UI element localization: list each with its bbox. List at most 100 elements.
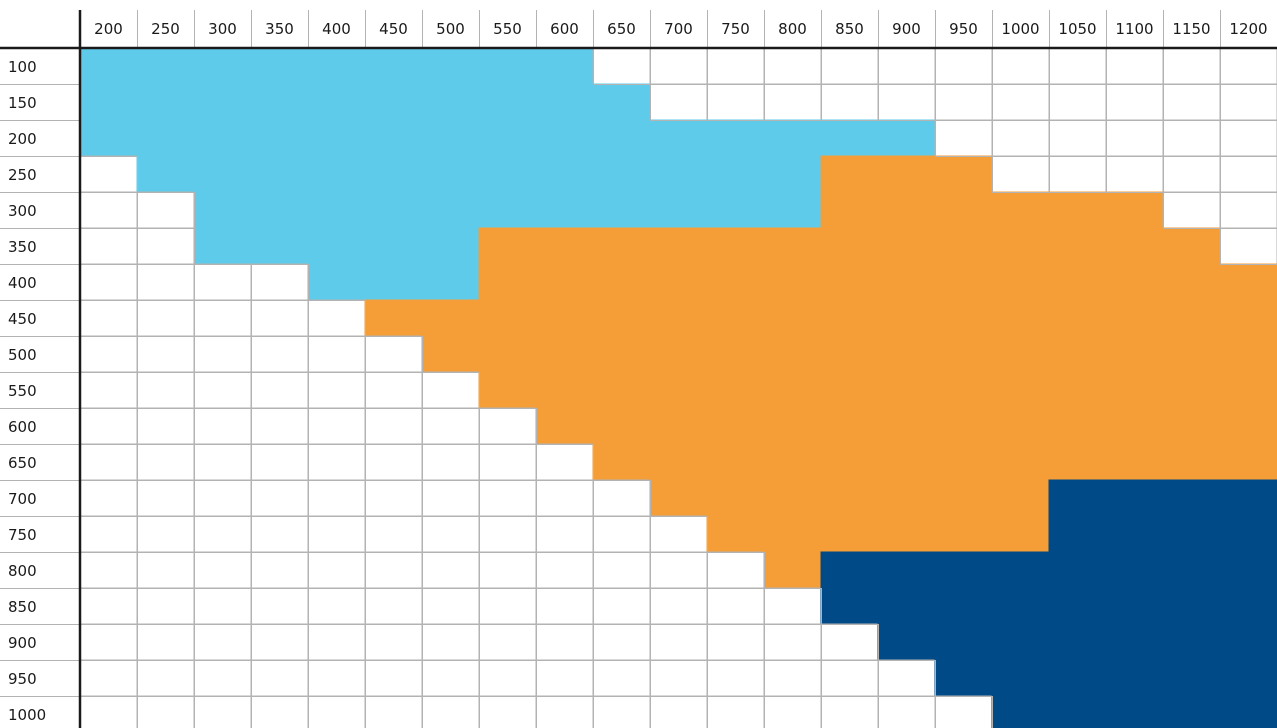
cell-500-1000 — [991, 335, 1050, 373]
cell-350-900 — [877, 227, 936, 265]
x-tick-label: 1050 — [1058, 20, 1096, 38]
cell-200-950 — [934, 119, 993, 157]
cell-200-250 — [136, 119, 195, 157]
cell-900-1200 — [1219, 623, 1277, 661]
cell-650-800 — [763, 443, 822, 481]
cell-850-900 — [877, 587, 936, 625]
cell-900-400 — [307, 623, 366, 661]
cell-950-950 — [934, 659, 993, 697]
cell-350-500 — [421, 227, 480, 265]
cell-250-850 — [820, 155, 879, 193]
cell-250-1100 — [1105, 155, 1164, 193]
cell-650-1100 — [1105, 443, 1164, 481]
cell-400-1100 — [1105, 263, 1164, 301]
cell-650-450 — [364, 443, 423, 481]
cell-550-700 — [649, 371, 708, 409]
cell-600-500 — [421, 407, 480, 445]
cell-950-400 — [307, 659, 366, 697]
cell-100-1200 — [1219, 47, 1277, 85]
cell-1000-200 — [79, 695, 138, 728]
cell-900-1100 — [1105, 623, 1164, 661]
cell-750-800 — [763, 515, 822, 553]
cell-500-850 — [820, 335, 879, 373]
cell-800-1050 — [1048, 551, 1107, 589]
cell-100-700 — [649, 47, 708, 85]
cell-650-1150 — [1162, 443, 1221, 481]
cell-700-1150 — [1162, 479, 1221, 517]
cell-750-950 — [934, 515, 993, 553]
cell-800-400 — [307, 551, 366, 589]
cell-200-750 — [706, 119, 765, 157]
cell-150-200 — [79, 83, 138, 121]
cell-900-550 — [478, 623, 537, 661]
cell-400-1050 — [1048, 263, 1107, 301]
x-tick-label: 1100 — [1115, 20, 1153, 38]
cell-150-1050 — [1048, 83, 1107, 121]
cell-100-300 — [193, 47, 252, 85]
cell-850-550 — [478, 587, 537, 625]
y-tick-label: 650 — [8, 454, 37, 472]
x-tick-label: 400 — [322, 20, 351, 38]
y-tick-label: 300 — [8, 202, 37, 220]
cell-450-400 — [307, 299, 366, 337]
cell-850-700 — [649, 587, 708, 625]
cell-750-750 — [706, 515, 765, 553]
cell-700-1200 — [1219, 479, 1277, 517]
cell-150-550 — [478, 83, 537, 121]
cell-1000-300 — [193, 695, 252, 728]
y-tick-labels: 100 150 200 250 300 350 400 450 500 550 600 650 700 7… — [0, 58, 80, 724]
cell-750-300 — [193, 515, 252, 553]
cell-800-700 — [649, 551, 708, 589]
cell-800-450 — [364, 551, 423, 589]
cell-400-800 — [763, 263, 822, 301]
y-tick-label: 400 — [8, 274, 37, 292]
cell-350-800 — [763, 227, 822, 265]
cell-200-900 — [877, 119, 936, 157]
cell-400-250 — [136, 263, 195, 301]
cell-700-250 — [136, 479, 195, 517]
cell-100-1150 — [1162, 47, 1221, 85]
cell-800-1200 — [1219, 551, 1277, 589]
cell-450-650 — [592, 299, 651, 337]
cell-200-500 — [421, 119, 480, 157]
cell-250-450 — [364, 155, 423, 193]
cell-250-1200 — [1219, 155, 1277, 193]
cell-900-450 — [364, 623, 423, 661]
y-tick-label: 1000 — [8, 706, 46, 724]
cell-700-300 — [193, 479, 252, 517]
cell-250-400 — [307, 155, 366, 193]
cell-400-450 — [364, 263, 423, 301]
cell-800-800 — [763, 551, 822, 589]
cell-250-950 — [934, 155, 993, 193]
x-tick-label: 1200 — [1229, 20, 1267, 38]
cell-750-700 — [649, 515, 708, 553]
cell-600-450 — [364, 407, 423, 445]
cell-150-1200 — [1219, 83, 1277, 121]
cell-650-950 — [934, 443, 993, 481]
cell-600-800 — [763, 407, 822, 445]
cell-700-500 — [421, 479, 480, 517]
cell-700-950 — [934, 479, 993, 517]
cell-200-550 — [478, 119, 537, 157]
cell-500-750 — [706, 335, 765, 373]
cell-1000-850 — [820, 695, 879, 728]
cell-850-350 — [250, 587, 309, 625]
cell-650-500 — [421, 443, 480, 481]
cell-350-450 — [364, 227, 423, 265]
cell-400-900 — [877, 263, 936, 301]
cell-750-400 — [307, 515, 366, 553]
cell-400-550 — [478, 263, 537, 301]
cell-850-250 — [136, 587, 195, 625]
cell-850-1050 — [1048, 587, 1107, 625]
cell-450-550 — [478, 299, 537, 337]
cell-1000-450 — [364, 695, 423, 728]
cell-850-200 — [79, 587, 138, 625]
cell-450-600 — [535, 299, 594, 337]
cell-700-450 — [364, 479, 423, 517]
cell-950-1050 — [1048, 659, 1107, 697]
cell-900-500 — [421, 623, 480, 661]
cell-800-850 — [820, 551, 879, 589]
cell-450-1200 — [1219, 299, 1277, 337]
cell-450-850 — [820, 299, 879, 337]
cell-750-1150 — [1162, 515, 1221, 553]
